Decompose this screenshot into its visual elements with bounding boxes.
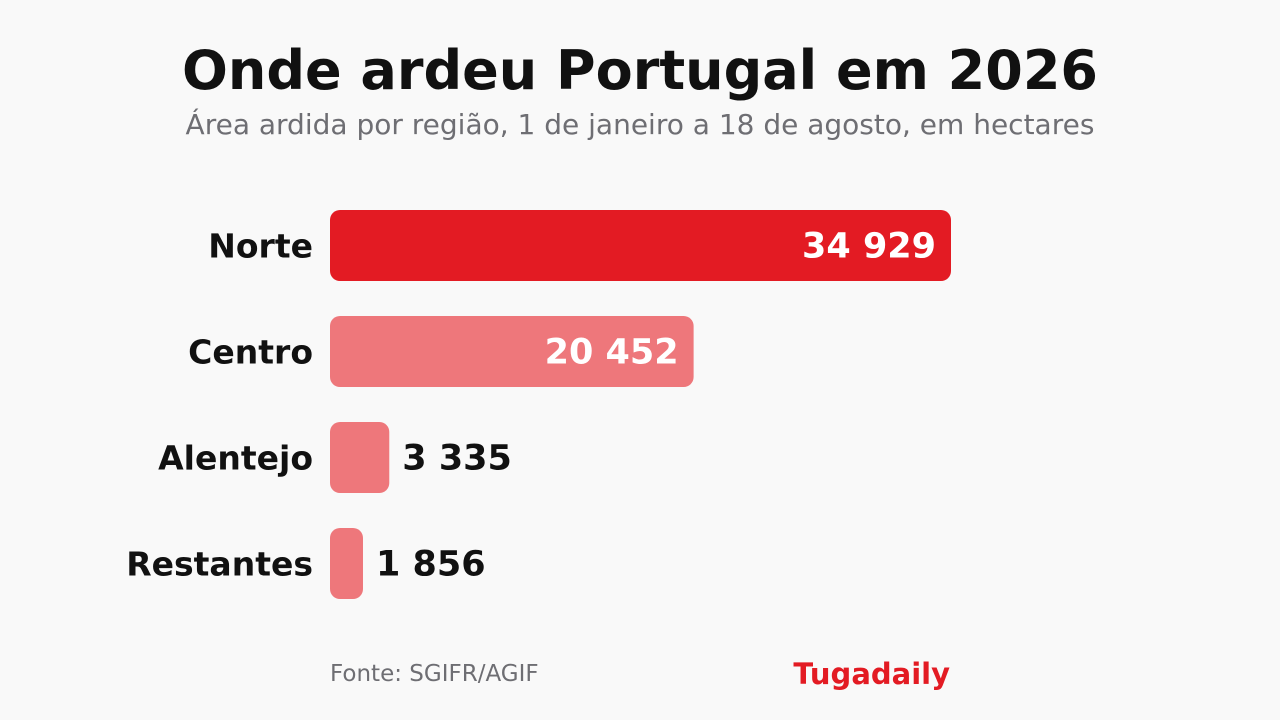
bar-restantes	[330, 528, 363, 599]
bar-norte	[330, 210, 951, 281]
category-label: Centro	[188, 333, 313, 372]
brand-logo-text: Tugadaily	[793, 657, 950, 691]
bar-centro	[330, 316, 694, 387]
value-label: 3 335	[402, 439, 512, 479]
category-label: Norte	[208, 227, 313, 266]
chart-title: Onde ardeu Portugal em 2026	[182, 39, 1098, 102]
value-label: 20 452	[545, 333, 679, 373]
category-label: Alentejo	[158, 439, 313, 478]
category-label: Restantes	[126, 545, 313, 584]
value-label: 34 929	[802, 227, 936, 267]
bar-alentejo	[330, 422, 390, 493]
source-note: Fonte: SGIFR/AGIF	[330, 661, 539, 687]
chart-subtitle: Área ardida por região, 1 de janeiro a 1…	[185, 108, 1095, 141]
value-label: 1 856	[376, 545, 486, 585]
